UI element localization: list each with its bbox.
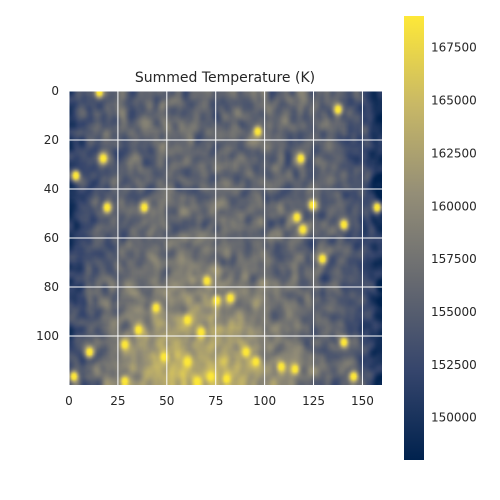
colorbar-tick-label: 160000 (431, 199, 477, 213)
y-tick-label: 80 (44, 280, 59, 294)
x-tick-label: 50 (159, 394, 174, 408)
y-tick-label: 0 (51, 84, 59, 98)
colorbar-tick-label: 157500 (431, 252, 477, 266)
x-tick-label: 75 (208, 394, 223, 408)
colorbar-tick-label: 150000 (431, 411, 477, 425)
colorbar-tick-label: 165000 (431, 94, 477, 108)
colorbar (404, 16, 424, 460)
y-tick-label: 60 (44, 231, 59, 245)
colorbar-tick-label: 152500 (431, 358, 477, 372)
x-axis-ticks: 0 25 50 75 100 125 150 (65, 394, 374, 408)
x-tick-label: 25 (110, 394, 125, 408)
x-tick-label: 125 (302, 394, 325, 408)
y-tick-label: 40 (44, 182, 59, 196)
y-tick-label: 20 (44, 133, 59, 147)
colorbar-tick-label: 162500 (431, 146, 477, 160)
x-tick-label: 100 (253, 394, 276, 408)
colorbar-tick-label: 167500 (431, 41, 477, 55)
chart-title: Summed Temperature (K) (135, 70, 315, 86)
colorbar-tick-label: 155000 (431, 305, 477, 319)
colorbar-ticks: 150000 152500 155000 157500 160000 162500 1650… (431, 41, 477, 425)
x-tick-label: 0 (65, 394, 73, 408)
grid-lines (68, 90, 382, 385)
y-tick-label: 100 (36, 329, 59, 343)
y-axis-ticks: 0 20 40 60 80 100 (36, 84, 59, 343)
x-tick-label: 150 (351, 394, 374, 408)
